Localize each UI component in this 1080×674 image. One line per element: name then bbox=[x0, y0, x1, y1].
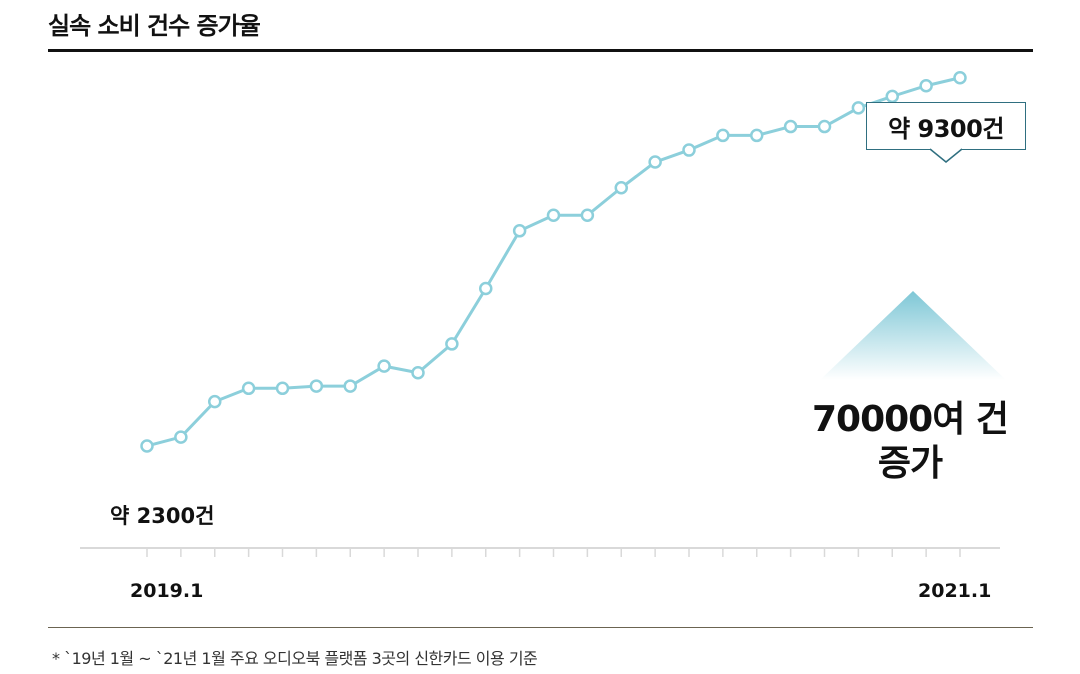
data-point bbox=[885, 89, 899, 104]
data-point bbox=[750, 128, 764, 143]
increase-triangle bbox=[820, 291, 1006, 380]
data-point bbox=[140, 439, 154, 453]
data-point bbox=[174, 430, 188, 444]
data-point bbox=[479, 281, 493, 296]
data-point bbox=[817, 119, 832, 134]
title-divider bbox=[48, 49, 1033, 52]
data-point bbox=[580, 208, 595, 223]
x-axis-start-label: 2019.1 bbox=[130, 580, 204, 602]
increase-summary: 70000여 건 증가 bbox=[800, 398, 1020, 486]
data-point bbox=[241, 381, 256, 396]
data-point bbox=[343, 379, 357, 393]
series-line bbox=[146, 76, 961, 448]
data-point bbox=[953, 70, 967, 85]
data-point bbox=[716, 128, 730, 143]
data-point bbox=[208, 394, 222, 409]
chart-title: 실속 소비 건수 증가율 bbox=[48, 12, 261, 40]
callout-pointer bbox=[930, 148, 962, 163]
footnote: * `19년 1월 ~ `21년 1월 주요 오디오북 플랫폼 3곳의 신한카드… bbox=[52, 649, 538, 668]
data-point bbox=[783, 119, 798, 134]
end-value-callout: 약 9300건 bbox=[866, 102, 1026, 150]
x-axis-ticks bbox=[146, 548, 961, 557]
data-point bbox=[682, 143, 696, 157]
data-point bbox=[377, 359, 391, 373]
increase-word: 증가 bbox=[877, 443, 943, 484]
data-point bbox=[546, 208, 561, 223]
data-point bbox=[614, 181, 628, 195]
data-point bbox=[309, 379, 324, 393]
data-points bbox=[140, 70, 967, 453]
data-point bbox=[919, 78, 933, 93]
footer-divider bbox=[48, 627, 1033, 628]
data-point bbox=[445, 337, 459, 351]
start-value-label: 약 2300건 bbox=[110, 504, 215, 528]
data-point bbox=[275, 381, 290, 396]
data-point bbox=[851, 101, 866, 115]
x-axis-end-label: 2021.1 bbox=[918, 580, 992, 602]
data-point bbox=[512, 224, 527, 238]
increase-amount: 70000여 건 bbox=[811, 399, 1009, 440]
data-point bbox=[648, 155, 662, 169]
data-point bbox=[411, 366, 425, 380]
